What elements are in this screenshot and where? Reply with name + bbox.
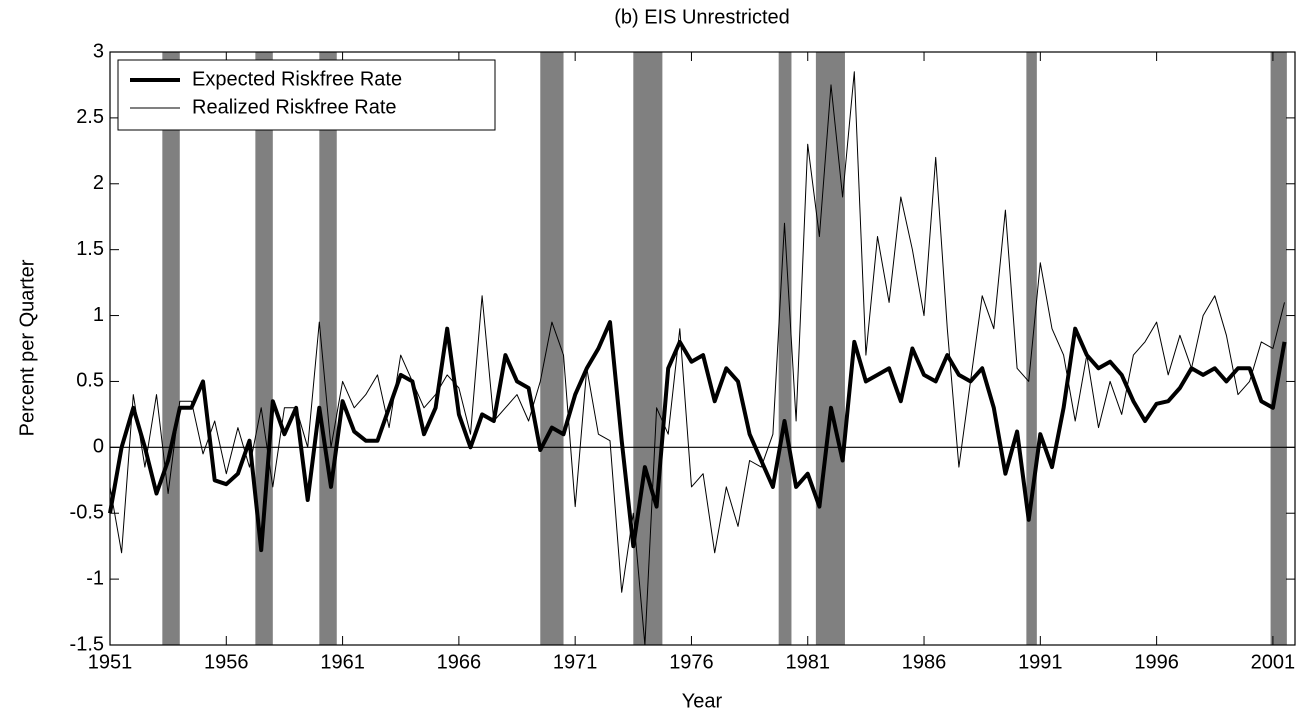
- x-tick-label: 1981: [785, 651, 830, 673]
- shaded-region: [633, 52, 663, 645]
- y-tick-label: 1.5: [76, 238, 104, 260]
- y-tick-label: -1: [86, 567, 104, 589]
- plot-frame: [109, 51, 1296, 646]
- x-tick-label: 1951: [88, 651, 133, 673]
- shaded-region: [162, 52, 180, 645]
- series-line: [108, 320, 1287, 553]
- x-axis-label: Year: [682, 690, 723, 712]
- y-tick-label: 3: [93, 40, 104, 62]
- legend-label: Realized Riskfree Rate: [192, 96, 397, 118]
- y-tick-label: -0.5: [70, 502, 104, 524]
- x-tick-label: 1966: [437, 651, 482, 673]
- y-tick-label: 2: [93, 172, 104, 194]
- y-axis-label: Percent per Quarter: [16, 259, 38, 436]
- x-tick-label: 1971: [553, 651, 598, 673]
- y-tick-label: 1: [93, 304, 104, 326]
- shaded-region: [255, 52, 273, 645]
- x-tick-label: 2001: [1251, 651, 1296, 673]
- shaded-region: [540, 52, 564, 645]
- x-tick-label: 1991: [1018, 651, 1063, 673]
- shaded-region: [778, 52, 792, 645]
- chart-title: (b) EIS Unrestricted: [614, 6, 790, 28]
- legend-box: [117, 59, 496, 131]
- x-tick-label: 1986: [902, 651, 947, 673]
- shaded-region: [319, 52, 337, 645]
- series-line: [109, 71, 1285, 646]
- x-tick-label: 1976: [669, 651, 714, 673]
- shaded-region: [1270, 52, 1287, 645]
- x-tick-label: 1996: [1134, 651, 1179, 673]
- legend-label: Expected Riskfree Rate: [192, 68, 402, 90]
- x-tick-label: 1961: [320, 651, 365, 673]
- legend: Expected Riskfree Rate Realized Riskfree …: [117, 59, 496, 131]
- y-tick-label: 0.5: [76, 370, 104, 392]
- y-tick-label: 2.5: [76, 106, 104, 128]
- y-tick-label: -1.5: [70, 633, 104, 655]
- shaded-region: [815, 52, 845, 645]
- y-tick-label: 0: [93, 436, 104, 458]
- x-tick-label: 1956: [204, 651, 249, 673]
